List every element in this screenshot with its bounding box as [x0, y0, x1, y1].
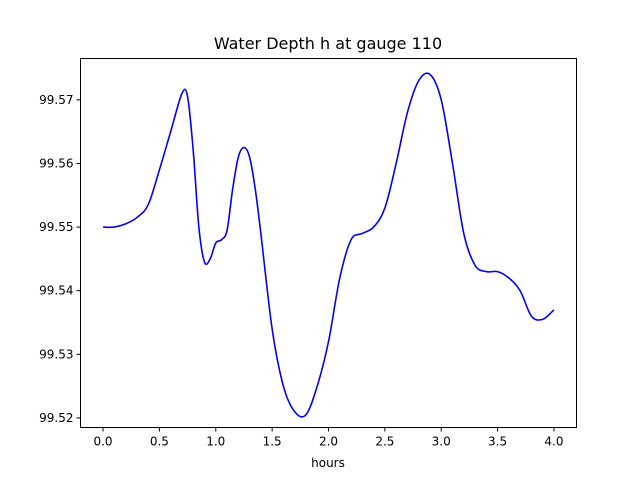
x-tick-label: 1.5: [263, 435, 282, 449]
x-axis-label: hours: [311, 456, 345, 470]
x-axis-ticks: 0.0 0.5 1.0 1.5 2.0 2.5 3.0 3.5 4.0: [93, 427, 564, 449]
x-tick-label: 1.0: [206, 435, 225, 449]
y-tick-label: 99.57: [39, 93, 73, 107]
x-tick-label: 3.0: [432, 435, 451, 449]
x-tick-label: 2.5: [375, 435, 394, 449]
y-tick-label: 99.54: [39, 284, 73, 298]
y-axis-ticks: 99.52 99.53 99.54 99.55 99.56 99.57: [39, 93, 81, 425]
plot-frame: [80, 58, 577, 428]
y-tick-label: 99.56: [39, 156, 73, 170]
plot-lines: [103, 72, 555, 418]
x-tick-label: 3.5: [488, 435, 507, 449]
y-tick-label: 99.52: [39, 411, 73, 425]
x-tick-label: 4.0: [544, 435, 563, 449]
chart-title: Water Depth h at gauge 110: [214, 34, 442, 53]
x-tick-label: 2.0: [319, 435, 338, 449]
x-tick-label: 0.5: [150, 435, 169, 449]
y-tick-label: 99.55: [39, 220, 73, 234]
y-tick-label: 99.53: [39, 347, 73, 361]
x-tick-label: 0.0: [93, 435, 112, 449]
series-line: [103, 72, 555, 418]
